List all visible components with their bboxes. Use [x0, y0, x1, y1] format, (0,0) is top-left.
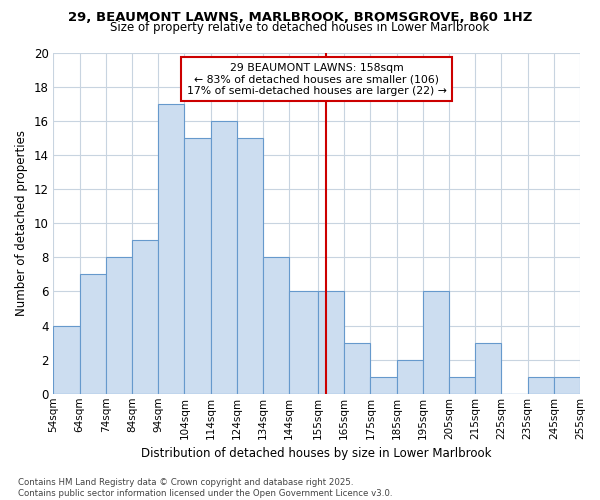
Bar: [237, 138, 263, 394]
Text: Contains HM Land Registry data © Crown copyright and database right 2025.
Contai: Contains HM Land Registry data © Crown c…: [18, 478, 392, 498]
Bar: [53, 326, 80, 394]
Bar: [289, 292, 318, 394]
Bar: [423, 292, 449, 394]
Bar: [263, 258, 289, 394]
Bar: [80, 274, 106, 394]
Bar: [318, 292, 344, 394]
Text: 29, BEAUMONT LAWNS, MARLBROOK, BROMSGROVE, B60 1HZ: 29, BEAUMONT LAWNS, MARLBROOK, BROMSGROV…: [68, 11, 532, 24]
Bar: [211, 121, 237, 394]
Bar: [158, 104, 184, 394]
Text: 29 BEAUMONT LAWNS: 158sqm
← 83% of detached houses are smaller (106)
17% of semi: 29 BEAUMONT LAWNS: 158sqm ← 83% of detac…: [187, 62, 446, 96]
Bar: [397, 360, 423, 394]
X-axis label: Distribution of detached houses by size in Lower Marlbrook: Distribution of detached houses by size …: [142, 447, 492, 460]
Bar: [527, 376, 554, 394]
Bar: [554, 376, 580, 394]
Bar: [475, 342, 502, 394]
Bar: [344, 342, 370, 394]
Bar: [184, 138, 211, 394]
Text: Size of property relative to detached houses in Lower Marlbrook: Size of property relative to detached ho…: [110, 22, 490, 35]
Bar: [370, 376, 397, 394]
Bar: [132, 240, 158, 394]
Bar: [449, 376, 475, 394]
Bar: [106, 258, 132, 394]
Y-axis label: Number of detached properties: Number of detached properties: [15, 130, 28, 316]
